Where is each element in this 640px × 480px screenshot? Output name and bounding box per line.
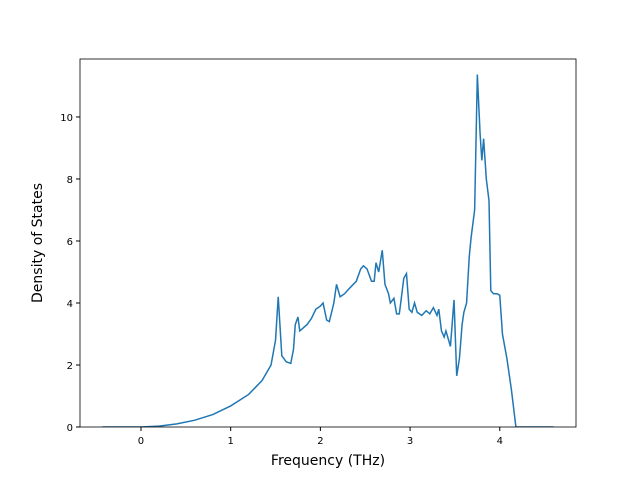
- y-tick-label: 8: [67, 175, 73, 186]
- x-tick-label: 1: [227, 436, 233, 447]
- y-tick-label: 6: [67, 237, 73, 248]
- y-tick-label: 4: [67, 299, 73, 310]
- x-tick-label: 0: [138, 436, 144, 447]
- x-axis-title: Frequency (THz): [271, 453, 385, 469]
- y-tick-label: 10: [60, 113, 73, 124]
- x-tick-label: 2: [317, 436, 323, 447]
- y-tick-label: 2: [67, 361, 73, 372]
- x-tick-label: 4: [497, 436, 503, 447]
- plot-frame: [79, 58, 577, 428]
- y-axis-title: Density of States: [30, 183, 46, 303]
- x-tick-label: 3: [407, 436, 413, 447]
- line: [102, 74, 554, 427]
- y-tick-label: 0: [67, 423, 73, 434]
